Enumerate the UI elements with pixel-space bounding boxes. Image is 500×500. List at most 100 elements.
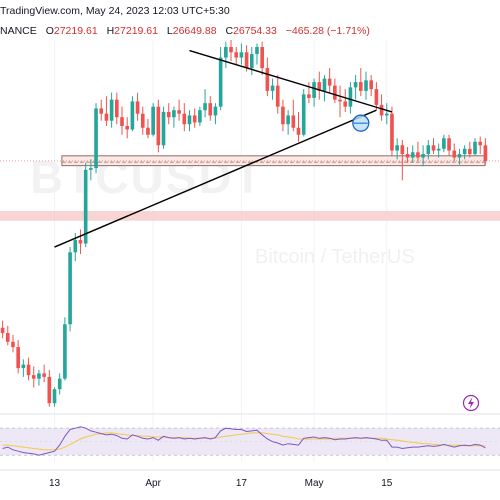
candle-body [5,333,10,342]
candle-body [83,169,88,244]
change-value: −465.28 (−1.71%) [285,25,370,37]
candle-body [37,373,41,379]
candle-body [270,85,275,91]
candle-body [275,85,280,107]
candle-body [343,101,348,107]
candle-body [364,80,368,91]
candle-body [374,89,379,105]
candle-body [218,57,223,107]
candle-body [16,347,20,369]
candle-body [333,85,337,100]
candle-body [192,115,197,123]
candle-body [68,252,72,325]
x-tick-label: May [305,478,324,489]
high-value: 27219.61 [114,25,158,37]
candle-body [187,115,192,125]
candle-body [47,376,52,404]
candle-body [11,341,15,348]
candle-body [358,82,363,91]
header-attribution: TradingView.com, May 24, 2023 12:03 UTC+… [0,5,230,17]
candle-body [213,106,218,116]
chart-header: TradingView.com, May 24, 2023 12:03 UTC+… [0,0,500,40]
candle-body [140,113,145,128]
candle-body [89,168,93,170]
snapshot-date: May 24, 2023 12:03 UTC+5:30 [85,5,230,17]
candle-body [416,152,420,158]
candle-body [286,115,290,125]
x-tick-label: 13 [49,478,61,489]
candle-body [265,68,270,91]
candle-body [182,113,187,125]
resistance-band [0,210,500,221]
candle-body [0,327,5,334]
candle-body [260,47,264,69]
high-key: H [106,25,115,37]
candle-body [249,54,254,69]
candle-body [452,150,457,158]
candle-body [224,47,228,58]
candle-body [468,148,472,155]
candle-body [229,47,233,53]
candle-body [234,52,239,58]
x-tick-label: 17 [236,478,248,489]
close-value: 26754.33 [233,25,277,37]
candle-body [405,154,410,158]
x-tick-label: 15 [381,478,393,489]
candle-body [431,145,436,151]
candle-body [114,99,119,118]
x-tick-label: Apr [145,478,161,489]
candle-body [436,148,441,151]
candle-body [104,113,109,121]
candle-body [462,148,467,155]
candle-body [322,78,327,91]
candle-body [177,110,181,114]
candle-body [307,94,311,98]
candle-body [146,127,150,135]
candle-body [255,47,259,55]
candle-body [281,106,285,125]
ohlc-legend: NANCE O27219.61 H27219.61 L26649.88 C267… [0,25,370,37]
low-value: 26649.88 [172,25,217,37]
candle-body [348,87,353,107]
candle-body [151,106,155,135]
candle-body [442,138,446,149]
rsi-ma-line [2,432,486,451]
candle-body [31,375,36,379]
candle-body [379,104,384,116]
symbol-suffix: NANCE [0,25,37,37]
candle-body [203,103,207,111]
candle-body [421,154,425,158]
upper-trendline [189,49,393,113]
candle-body [478,141,483,146]
candle-body [42,373,46,377]
candle-body [99,108,104,114]
candle-body [244,52,249,69]
candle-body [301,94,306,135]
candle-body [353,82,358,88]
candle-body [426,145,431,155]
candle-body [384,113,389,116]
candle-body [94,108,98,169]
candle-body [198,110,202,123]
candle-body [63,324,67,379]
candle-body [130,101,135,130]
candle-body [78,240,83,244]
candle-body [208,103,213,116]
symbol-watermark-subtitle: Bitcoin / TetherUS [255,246,415,268]
candle-body [390,113,394,151]
lightning-icon-bolt [468,397,474,409]
candle-body [473,141,477,155]
candle-body [395,145,399,151]
candle-body [338,99,342,102]
low-key: L [166,25,173,37]
candle-body [239,52,244,58]
candle-body [369,80,374,90]
candle-body [156,106,161,146]
source-label: TradingView.com [0,5,80,17]
lower-trendline [54,109,377,248]
candle-body [109,99,114,121]
candle-body [483,145,488,162]
rsi-line [2,426,486,456]
